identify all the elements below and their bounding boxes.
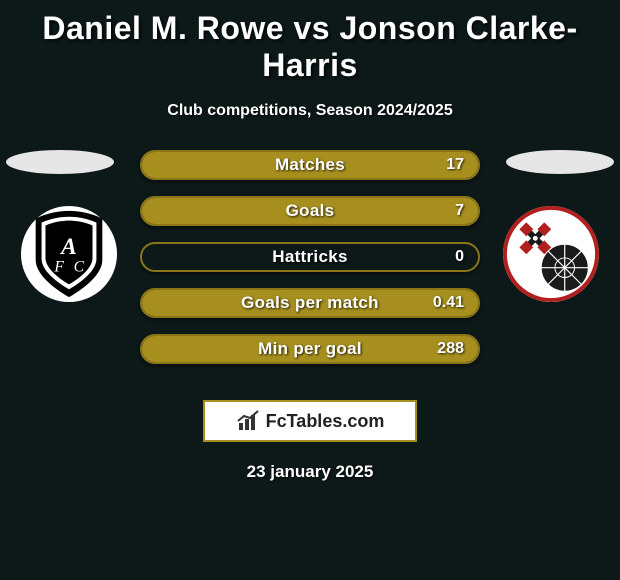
stat-value-right: 288	[437, 336, 464, 362]
stat-value-right: 17	[446, 152, 464, 178]
stat-value-right: 7	[455, 198, 464, 224]
stat-bars: Matches17 Goals7 Hattricks0 Goals per match…	[140, 150, 480, 380]
chart-icon	[236, 409, 260, 433]
stat-label: Matches	[142, 152, 478, 178]
player-left-ellipse	[6, 150, 114, 174]
svg-text:F: F	[53, 259, 64, 276]
crest-left-svg: A F C	[20, 205, 118, 303]
page-title: Daniel M. Rowe vs Jonson Clarke-Harris	[0, 0, 620, 84]
stat-label: Hattricks	[142, 244, 478, 270]
comparison-panel: A F C	[0, 150, 620, 380]
stat-bar: Matches17	[140, 150, 480, 180]
crest-right-svg	[502, 205, 600, 303]
subtitle: Club competitions, Season 2024/2025	[0, 102, 620, 120]
stat-bar: Goals7	[140, 196, 480, 226]
stat-bar: Hattricks0	[140, 242, 480, 272]
date-text: 23 january 2025	[0, 462, 620, 482]
stat-label: Goals	[142, 198, 478, 224]
brand-text: FcTables.com	[266, 411, 385, 432]
stat-bar: Goals per match0.41	[140, 288, 480, 318]
brand-box[interactable]: FcTables.com	[203, 400, 417, 442]
player-left-crest: A F C	[20, 205, 118, 303]
svg-text:C: C	[74, 259, 85, 276]
player-right-ellipse	[506, 150, 614, 174]
stat-value-right: 0.41	[433, 290, 464, 316]
stat-value-right: 0	[455, 244, 464, 270]
player-right-crest	[502, 205, 600, 303]
svg-text:A: A	[59, 234, 77, 260]
stat-bar: Min per goal288	[140, 334, 480, 364]
stat-label: Goals per match	[142, 290, 478, 316]
stat-label: Min per goal	[142, 336, 478, 362]
